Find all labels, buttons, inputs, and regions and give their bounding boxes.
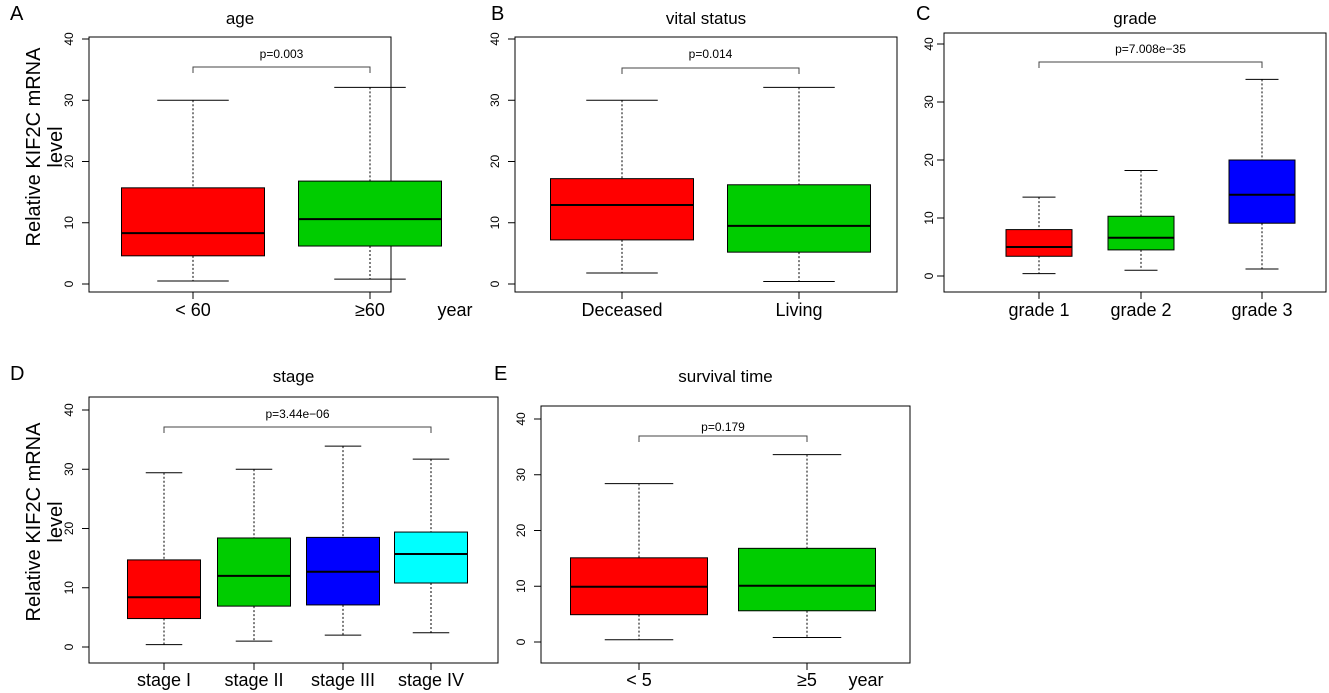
y-tick-label: 30 [488,93,502,107]
y-tick-label: 10 [514,579,528,593]
iqr-box [738,547,876,612]
y-tick-label: 20 [514,524,528,538]
category-label: Deceased [581,300,662,320]
plot-frame [943,32,1327,293]
y-tick-label: 0 [488,280,502,287]
p-value-label: p=0.014 [689,47,733,61]
panel-letter: D [10,363,24,385]
category-label: grade 1 [1008,300,1069,320]
iqr-box [298,180,442,247]
y-tick-label: 20 [488,155,502,169]
box-1 [1005,196,1073,275]
box-3 [1228,78,1296,270]
category-label: ≥5 [797,670,817,690]
iqr-box [217,537,291,607]
panel-title: age [226,9,254,28]
box-2 [727,86,871,283]
category-label: grade 3 [1231,300,1292,320]
category-label: Living [775,300,822,320]
category-label: ≥60 [355,300,385,320]
panel-letter: E [494,363,507,385]
y-tick-label: 30 [62,93,76,107]
iqr-box [1107,215,1175,251]
p-value-label: p=0.179 [701,420,745,434]
category-label: < 5 [626,670,652,690]
category-label: stage II [224,670,283,690]
category-label: stage III [311,670,375,690]
y-tick-label: 40 [514,412,528,426]
box-2 [738,454,876,639]
iqr-box [1228,159,1296,224]
panel-title: survival time [678,367,772,386]
y-tick-label: 0 [514,638,528,645]
p-value-label: p=7.008e−35 [1115,42,1186,56]
iqr-box [727,184,871,253]
unit-label: year [437,300,472,320]
y-axis-label-top-line2: level [45,126,67,167]
plot-frame [514,36,898,293]
panel-title: stage [273,367,315,386]
panel-title: grade [1113,9,1156,28]
y-tick-label: 40 [922,37,936,51]
unit-label: year [848,670,883,690]
iqr-box [394,531,468,584]
panel-letter: A [10,3,24,25]
iqr-box [1005,229,1073,257]
y-tick-label: 30 [514,468,528,482]
panel-letter: B [491,3,504,25]
box-2 [217,468,291,642]
category-label: stage IV [398,670,464,690]
y-axis-label-top-line1: Relative KIF2C mRNA [23,47,45,247]
p-value-bracket [1038,61,1263,68]
p-value-label: p=3.44e−06 [265,407,329,421]
box-4 [394,458,468,634]
y-tick-label: 30 [62,462,76,476]
box-2 [1107,169,1175,271]
y-tick-label: 20 [62,522,76,536]
p-value-bracket [638,435,808,442]
iqr-box [127,559,201,620]
y-tick-label: 40 [62,403,76,417]
p-value-bracket [192,66,371,73]
y-axis-label-bottom-line1: Relative KIF2C mRNA [23,422,45,622]
box-3 [306,445,380,636]
panel-letter: C [916,3,930,25]
p-value-label: p=0.003 [260,47,304,61]
plot-frame [88,396,499,664]
box-1 [127,472,201,646]
panel-title: vital status [666,9,746,28]
box-1 [550,99,694,274]
y-tick-label: 0 [922,272,936,279]
y-tick-label: 10 [62,581,76,595]
y-tick-label: 10 [488,216,502,230]
y-tick-label: 20 [62,155,76,169]
y-tick-label: 10 [62,216,76,230]
p-value-bracket [621,67,800,74]
category-label: grade 2 [1110,300,1171,320]
y-tick-label: 0 [62,643,76,650]
iqr-box [121,187,265,257]
y-tick-label: 20 [922,153,936,167]
p-value-bracket [163,426,432,433]
y-tick-label: 40 [62,32,76,46]
y-tick-label: 30 [922,95,936,109]
plot-frame [88,36,392,293]
box-1 [121,99,265,282]
y-axis-label-bottom-line2: level [45,501,67,542]
y-tick-label: 10 [922,211,936,225]
plot-frame [540,405,911,664]
category-label: stage I [137,670,191,690]
y-tick-label: 40 [488,32,502,46]
category-label: < 60 [175,300,211,320]
box-2 [298,86,442,280]
iqr-box [550,178,694,241]
box-1 [570,483,708,641]
y-tick-label: 0 [62,280,76,287]
